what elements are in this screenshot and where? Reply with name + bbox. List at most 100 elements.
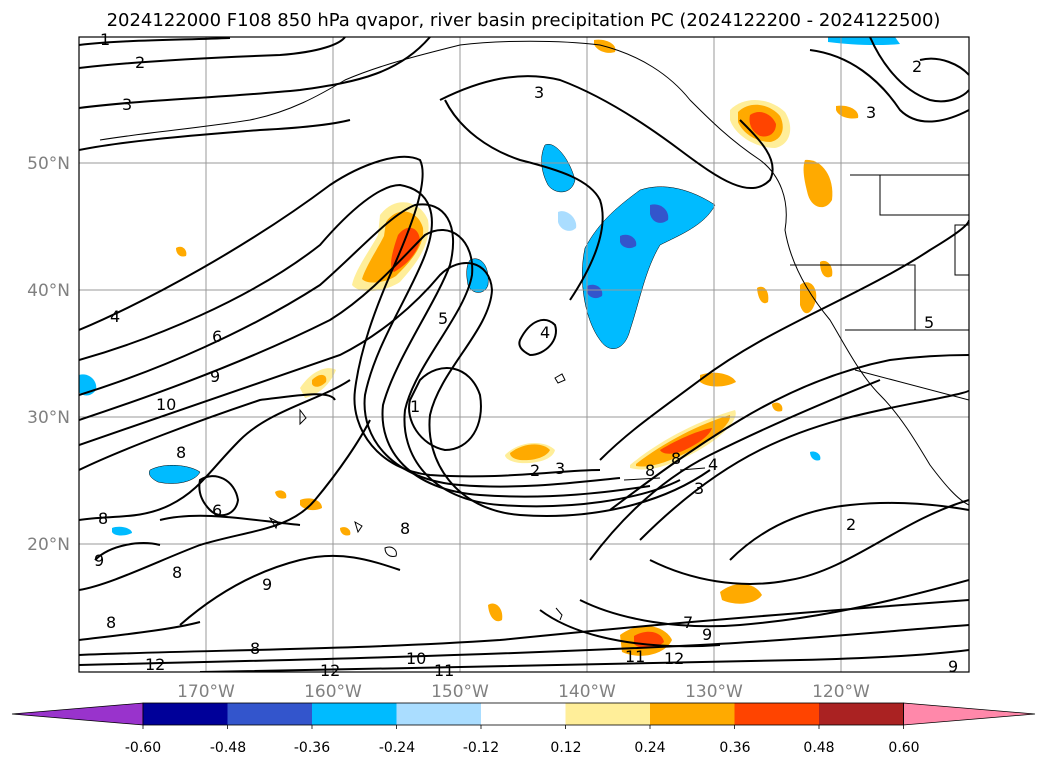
contour-label: 5 [924, 313, 934, 332]
positive-anomaly-area [275, 490, 287, 499]
negative-anomaly-area [558, 211, 577, 231]
contour-label: 6 [212, 327, 222, 346]
positive-anomaly-area [391, 227, 420, 272]
positive-anomaly-area [749, 111, 776, 137]
lon-label: 150°W [431, 682, 489, 702]
positive-anomaly-area [488, 603, 503, 622]
colorbar-tick-label: 0.60 [888, 740, 919, 756]
colorbar-segment [227, 703, 313, 725]
contour-label: 11 [434, 661, 454, 680]
positive-anomaly-area [510, 444, 550, 461]
colorbar-segment [565, 703, 651, 725]
lon-label: 140°W [558, 682, 616, 702]
longitude-labels: 170°W 160°W 150°W 140°W 130°W 120°W [177, 682, 870, 702]
negative-anomaly-area [828, 37, 900, 46]
colorbar-tick-label: 0.24 [634, 740, 665, 756]
contour-label: 8 [645, 461, 655, 480]
positive-anomaly-area [312, 374, 327, 387]
colorbar [11, 702, 1036, 729]
colorbar-tick-label: -0.36 [294, 740, 330, 756]
colorbar-tick-label: -0.60 [125, 740, 161, 756]
contour-label: 2 [530, 461, 540, 480]
lon-label: 130°W [685, 682, 743, 702]
graticule [79, 37, 969, 672]
contour-label: 6 [212, 501, 222, 520]
positive-anomaly-area [772, 402, 783, 412]
colorbar-outline [142, 702, 904, 726]
contour-label: 3 [534, 83, 544, 102]
positive-anomaly-area [757, 286, 769, 304]
negative-anomaly-area [650, 204, 669, 223]
map-frame [78, 36, 970, 673]
colorbar-extend-max [903, 702, 1036, 726]
contour-label: 12 [664, 649, 684, 668]
negative-anomaly-area [620, 234, 637, 249]
colorbar-tick-labels: -0.60 -0.48 -0.36 -0.24 -0.12 0.12 0.24 … [125, 740, 920, 756]
negative-anomaly-area [112, 526, 132, 536]
contour-label: 4 [540, 323, 550, 342]
contour-label: 2 [135, 53, 145, 72]
contour-label: 9 [210, 367, 220, 386]
contour-label: 10 [156, 395, 176, 414]
colorbar-tick-label: -0.48 [210, 740, 246, 756]
colorbar-segment [312, 703, 397, 725]
contour-label: 8 [98, 509, 108, 528]
positive-anomaly-area [176, 246, 187, 257]
contour-label: 8 [250, 639, 260, 658]
contour-label: 8 [176, 443, 186, 462]
contour-label: 3 [866, 103, 876, 122]
negative-anomaly-area [149, 465, 201, 484]
positive-anomaly-area [803, 159, 833, 208]
positive-anomaly-area [820, 260, 833, 278]
positive-anomaly-area [340, 527, 351, 536]
negative-anomaly-area [810, 451, 821, 461]
contour-label: 8 [106, 613, 116, 632]
lat-label: 20°N [27, 535, 70, 555]
negative-anomaly-area [587, 284, 603, 299]
colorbar-segment [396, 703, 482, 725]
contour-label: 4 [708, 455, 718, 474]
contour-label: 9 [948, 657, 958, 676]
positive-anomaly-area [660, 428, 712, 454]
contour-label: 8 [671, 449, 681, 468]
coastlines [99, 40, 969, 621]
contour-label: 12 [320, 661, 340, 680]
contour-label: 2 [912, 57, 922, 76]
latitude-labels: 50°N 40°N 30°N 20°N [27, 154, 70, 555]
contour-label: 11 [625, 647, 645, 666]
lat-label: 50°N [27, 154, 70, 174]
precip-shading [79, 37, 900, 656]
contour-label: 8 [172, 563, 182, 582]
contour-label: 3 [555, 459, 565, 478]
contour-label: 7 [683, 613, 693, 632]
colorbar-segment [481, 703, 566, 725]
contour-label: 1 [100, 30, 110, 49]
negative-anomaly-area [582, 186, 716, 349]
colorbar-segment [650, 703, 735, 725]
colorbar-tick-label: 0.48 [803, 740, 834, 756]
qvapor-contours [79, 37, 969, 672]
map-title: 2024122000 F108 850 hPa qvapor, river ba… [106, 10, 941, 31]
colorbar-tick-label: -0.12 [463, 740, 499, 756]
lat-label: 30°N [27, 408, 70, 428]
contour-label: 4 [110, 307, 120, 326]
contour-label: 5 [438, 309, 448, 328]
colorbar-tick-label: -0.24 [379, 740, 415, 756]
contour-label: 8 [400, 519, 410, 538]
contour-label: 9 [262, 575, 272, 594]
contour-label: 1 [410, 397, 420, 416]
contour-label: 12 [145, 655, 165, 674]
lon-label: 120°W [812, 682, 870, 702]
contour-label: 9 [702, 625, 712, 644]
positive-anomaly-area [836, 105, 859, 119]
contour-labels: 1 2 3 3 4 6 9 10 8 6 8 8 9 8 9 8 1 5 4 2… [94, 30, 958, 680]
lon-label: 160°W [304, 682, 362, 702]
contour-label: 9 [94, 551, 104, 570]
contour-label: 2 [846, 515, 856, 534]
contour-label: 10 [406, 649, 426, 668]
lon-label: 170°W [177, 682, 235, 702]
colorbar-tick-label: 0.36 [719, 740, 750, 756]
colorbar-segment [734, 703, 820, 725]
colorbar-segment [819, 703, 904, 725]
